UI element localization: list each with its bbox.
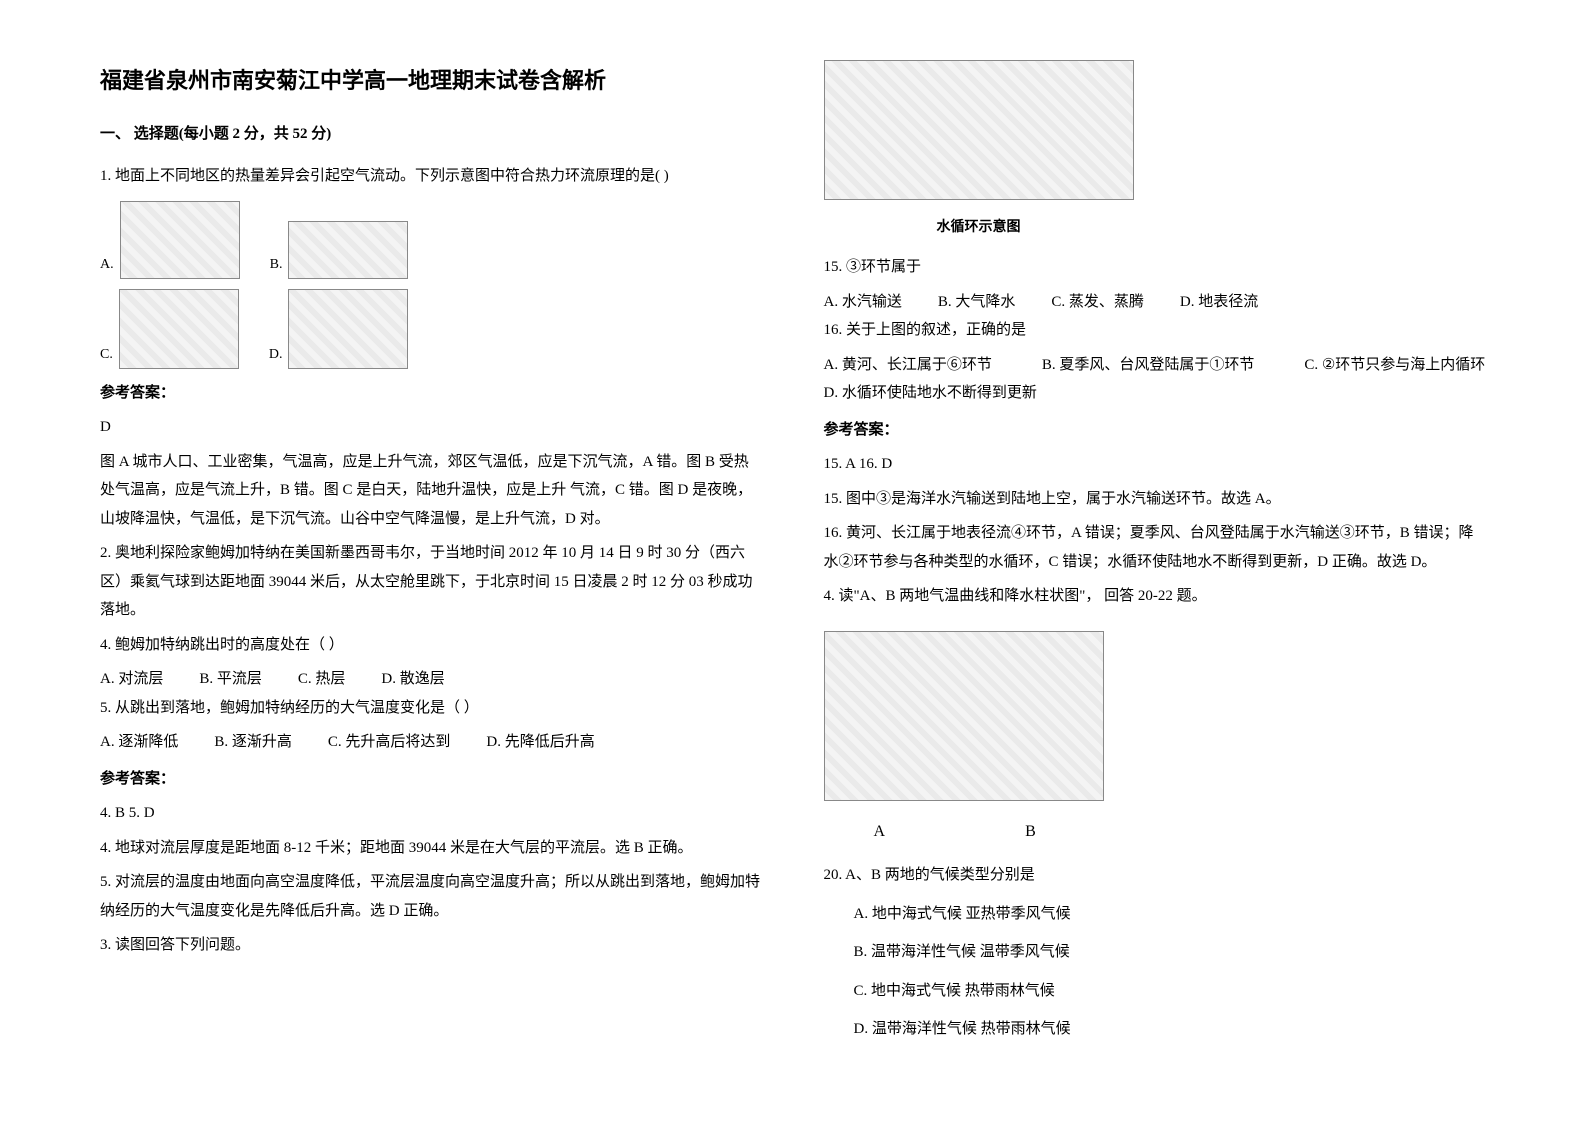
left-column: 福建省泉州市南安菊江中学高一地理期末试卷含解析 一、 选择题(每小题 2 分，共… [100, 60, 764, 1054]
climate-labels: A B [824, 817, 1488, 847]
q2-5-a: A. 逐渐降低 [100, 728, 178, 757]
q3-16-b: B. 夏季风、台风登陆属于①环节 [1042, 351, 1255, 380]
q4-opt-a: A. 地中海式气候 亚热带季风气候 [854, 900, 1488, 929]
q1-fig-row-2: C. D. [100, 289, 764, 369]
q3-15-a: A. 水汽输送 [824, 288, 902, 317]
q4-sub20: 20. A、B 两地的气候类型分别是 [824, 861, 1488, 890]
q2-4-b: B. 平流层 [199, 665, 262, 694]
q2-5-d: D. 先降低后升高 [486, 728, 594, 757]
q3-15-b: B. 大气降水 [938, 288, 1016, 317]
q3-16-a: A. 黄河、长江属于⑥环节 [824, 351, 992, 380]
q1-ans-head: 参考答案： [100, 379, 764, 408]
climate-chart-img [824, 631, 1104, 801]
section-1-head: 一、 选择题(每小题 2 分，共 52 分) [100, 120, 764, 149]
q3-stem: 3. 读图回答下列问题。 [100, 931, 764, 960]
q3-16-c: C. ②环节只参与海上内循环 [1304, 351, 1485, 380]
q3-16-d: D. 水循环使陆地水不断得到更新 [824, 379, 1037, 408]
q2-sub4: 4. 鲍姆加特纳跳出时的高度处在（ ） [100, 631, 764, 660]
q2-expl5: 5. 对流层的温度由地面向高空温度降低，平流层温度向高空温度升高；所以从跳出到落… [100, 868, 764, 925]
q3-sub15: 15. ③环节属于 [824, 253, 1488, 282]
right-column: 水循环示意图 15. ③环节属于 A. 水汽输送 B. 大气降水 C. 蒸发、蒸… [824, 60, 1488, 1054]
q2-stem: 2. 奥地利探险家鲍姆加特纳在美国新墨西哥韦尔，于当地时间 2012 年 10 … [100, 539, 764, 625]
q2-expl4: 4. 地球对流层厚度是距地面 8-12 千米；距地面 39044 米是在大气层的… [100, 834, 764, 863]
water-cycle-figure: 水循环示意图 [824, 60, 1488, 241]
q2-sub5: 5. 从跳出到落地，鲍姆加特纳经历的大气温度变化是（ ） [100, 694, 764, 723]
q1-fig-c: C. [100, 289, 239, 369]
q2-4-d: D. 散逸层 [381, 665, 444, 694]
q2-4-c: C. 热层 [298, 665, 346, 694]
doc-title: 福建省泉州市南安菊江中学高一地理期末试卷含解析 [100, 60, 764, 102]
q3-ans-head: 参考答案： [824, 416, 1488, 445]
q1-fig-a: A. [100, 201, 240, 279]
q3-sub16: 16. 关于上图的叙述，正确的是 [824, 316, 1488, 345]
q4-options: A. 地中海式气候 亚热带季风气候 B. 温带海洋性气候 温带季风气候 C. 地… [824, 900, 1488, 1044]
q4-opt-c: C. 地中海式气候 热带雨林气候 [854, 977, 1488, 1006]
q3-expl15: 15. 图中③是海洋水汽输送到陆地上空，属于水汽输送环节。故选 A。 [824, 485, 1488, 514]
q2-5-b: B. 逐渐升高 [214, 728, 292, 757]
q1-label-c: C. [100, 342, 113, 369]
water-cycle-img [824, 60, 1134, 200]
q3-15-d: D. 地表径流 [1180, 288, 1258, 317]
climate-label-b: B [1025, 817, 1036, 847]
q4-opt-b: B. 温带海洋性气候 温带季风气候 [854, 938, 1488, 967]
q2-ans-line: 4. B 5. D [100, 799, 764, 828]
q1-label-b: B. [270, 252, 283, 279]
water-cycle-caption: 水循环示意图 [824, 215, 1134, 242]
q1-img-a [120, 201, 240, 279]
q3-expl16: 16. 黄河、长江属于地表径流④环节，A 错误；夏季风、台风登陆属于水汽输送③环… [824, 519, 1488, 576]
q4-stem: 4. 读"A、B 两地气温曲线和降水柱状图"， 回答 20-22 题。 [824, 582, 1488, 611]
q1-label-a: A. [100, 252, 114, 279]
q2-4-a: A. 对流层 [100, 665, 163, 694]
q3-sub16-choices: A. 黄河、长江属于⑥环节 B. 夏季风、台风登陆属于①环节 C. ②环节只参与… [824, 351, 1488, 408]
q1-img-b [288, 221, 408, 279]
q1-stem: 1. 地面上不同地区的热量差异会引起空气流动。下列示意图中符合热力环流原理的是(… [100, 162, 764, 191]
q1-fig-b: B. [270, 221, 409, 279]
climate-label-a: A [874, 817, 886, 847]
q3-ans-line: 15. A 16. D [824, 450, 1488, 479]
q1-ans-letter: D [100, 413, 764, 442]
q2-sub5-choices: A. 逐渐降低 B. 逐渐升高 C. 先升高后将达到 D. 先降低后升高 [100, 728, 764, 757]
q1-img-d [288, 289, 408, 369]
q1-img-c [119, 289, 239, 369]
q1-fig-d: D. [269, 289, 409, 369]
q2-5-c: C. 先升高后将达到 [328, 728, 451, 757]
q3-15-c: C. 蒸发、蒸腾 [1051, 288, 1144, 317]
q1-fig-row-1: A. B. [100, 201, 764, 279]
q2-ans-head: 参考答案： [100, 765, 764, 794]
q4-opt-d: D. 温带海洋性气候 热带雨林气候 [854, 1015, 1488, 1044]
q3-sub15-choices: A. 水汽输送 B. 大气降水 C. 蒸发、蒸腾 D. 地表径流 [824, 288, 1488, 317]
q2-sub4-choices: A. 对流层 B. 平流层 C. 热层 D. 散逸层 [100, 665, 764, 694]
q1-explain: 图 A 城市人口、工业密集，气温高，应是上升气流，郊区气温低，应是下沉气流，A … [100, 448, 764, 534]
q1-label-d: D. [269, 342, 283, 369]
